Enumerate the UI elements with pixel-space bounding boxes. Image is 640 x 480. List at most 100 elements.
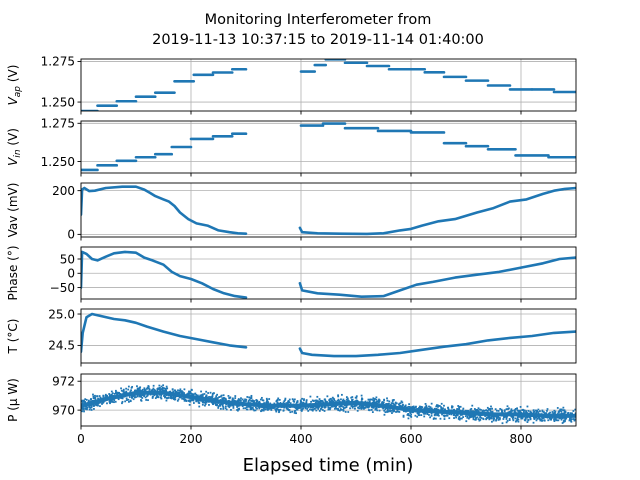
point-power-321 [495,409,498,412]
point-power-2341 [177,398,180,401]
point-power-141 [430,412,433,415]
point-power-968 [170,397,172,400]
point-power-1941 [323,410,326,412]
x-axis-label: Elapsed time (min) [243,455,414,476]
point-power-701 [362,405,365,407]
point-power-2103 [241,398,244,401]
point-power-1601 [521,409,524,412]
point-power-1127 [231,397,234,400]
point-power-2315 [398,403,400,406]
point-power-2105 [133,396,136,399]
point-power-1947 [424,407,426,410]
point-power-1336 [503,410,506,413]
point-power-1668 [283,400,286,402]
point-power-94 [416,415,419,418]
point-power-35 [256,407,258,410]
point-power-1362 [122,390,125,393]
point-power-1707 [90,404,93,407]
point-power-1848 [456,413,459,416]
point-power-1745 [304,407,307,410]
point-power-304 [321,409,324,411]
point-power-1983 [440,406,443,409]
point-power-2083 [323,406,326,409]
point-power-2214 [462,416,465,418]
point-power-843 [524,418,527,421]
ytick-label-phase-2: 50 [60,252,75,266]
point-power-415 [439,417,442,420]
point-power-1700 [166,397,169,400]
point-power-1648 [187,393,190,396]
panel-vin: 1.250 1.275 Vin (V) [6,117,577,177]
series-line-temp-0 [81,312,248,353]
point-power-2210 [345,398,348,401]
point-power-1023 [202,400,205,403]
point-power-653 [276,408,279,410]
point-power-2028 [475,416,477,419]
point-power-1773 [356,409,359,412]
point-power-1627 [160,397,163,400]
point-power-2291 [191,398,194,401]
point-power-1679 [428,414,430,416]
point-power-1366 [295,408,298,411]
point-power-640 [355,395,358,398]
point-power-822 [115,389,117,392]
point-power-2386 [337,398,340,401]
point-power-880 [236,404,239,407]
point-power-292 [453,417,455,419]
point-power-2132 [156,396,158,398]
point-power-523 [284,399,287,401]
point-power-2282 [83,399,85,402]
point-power-547 [136,385,138,388]
point-power-1221 [285,402,288,404]
point-power-740 [215,395,218,398]
point-power-1797 [156,394,158,397]
point-power-908 [160,394,163,397]
point-power-979 [542,417,545,419]
point-power-2010 [244,398,246,401]
point-power-1518 [454,414,457,417]
point-power-1634 [275,410,278,413]
point-power-2152 [428,405,430,408]
point-power-1930 [224,398,227,401]
point-power-1855 [85,398,88,401]
point-power-1332 [425,406,428,409]
point-power-1162 [211,395,214,398]
point-power-1764 [560,418,563,421]
point-power-2075 [229,396,232,399]
point-power-1643 [251,406,254,409]
point-power-2173 [258,407,261,410]
point-power-1324 [336,407,338,410]
point-power-605 [370,398,373,401]
point-power-1846 [287,402,289,405]
point-power-395 [166,387,169,390]
point-power-1592 [512,419,515,422]
frame-temp [80,308,577,364]
point-power-866 [378,409,381,412]
point-power-1820 [312,406,315,409]
point-power-1333 [501,422,504,425]
point-power-815 [200,390,202,393]
point-power-622 [497,418,500,421]
point-power-398 [406,414,409,416]
point-power-2167 [516,416,519,419]
point-power-1273 [102,394,105,397]
point-power-2087 [367,398,370,401]
point-power-2273 [216,393,219,396]
point-power-2023 [358,405,361,408]
point-power-1370 [275,408,278,411]
point-power-1230 [168,396,170,399]
point-power-2072 [140,399,143,402]
point-power-679 [345,406,348,409]
point-power-1869 [383,409,386,412]
point-power-1390 [135,396,137,399]
point-power-86 [391,399,394,402]
point-power-1870 [438,405,441,407]
point-power-1651 [436,404,438,407]
point-power-2370 [221,398,224,401]
point-power-676 [194,392,197,395]
point-power-1076 [176,399,179,402]
point-power-1655 [244,407,247,410]
point-power-2263 [413,406,416,409]
point-power-217 [407,405,410,408]
